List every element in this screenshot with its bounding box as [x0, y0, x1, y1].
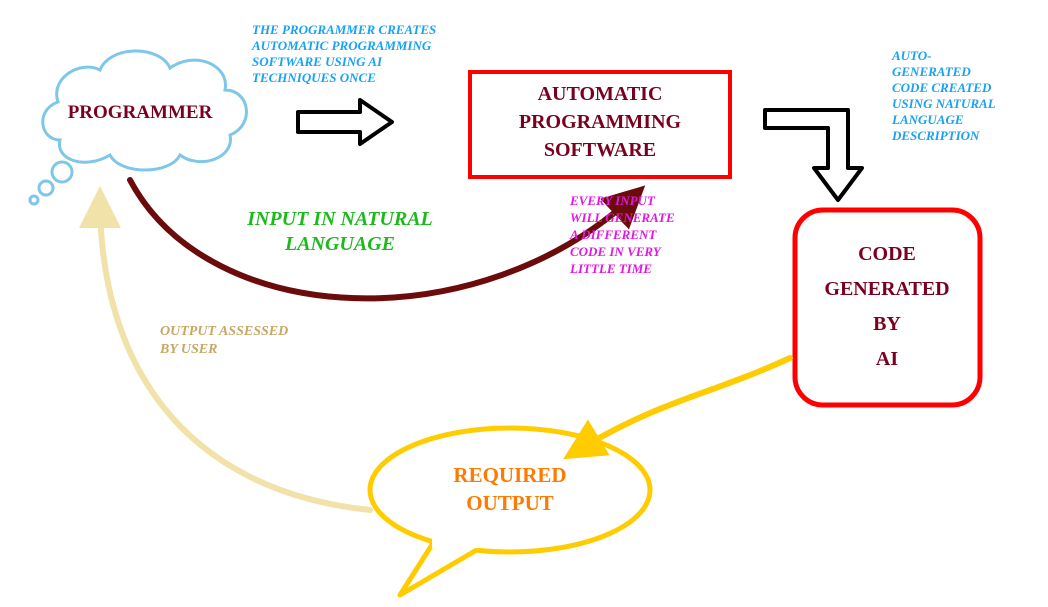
- annot-a4: EVERY INPUT WILL GENERATE A DIFFERENT CO…: [569, 193, 675, 276]
- node-required-output-l1: REQUIRED: [453, 463, 566, 487]
- svg-text:AUTOMATIC PROGRAMMING: AUTOMATIC PROGRAMMING: [251, 38, 432, 53]
- edge-code-to-output: [575, 358, 790, 452]
- svg-text:BY USER: BY USER: [159, 342, 217, 357]
- svg-text:LANGUAGE: LANGUAGE: [891, 112, 964, 127]
- svg-text:USING NATURAL: USING NATURAL: [892, 96, 996, 111]
- node-code-ai-l1: CODE: [858, 243, 916, 265]
- svg-text:OUTPUT ASSESSED: OUTPUT ASSESSED: [160, 324, 288, 339]
- node-aps: AUTOMATIC PROGRAMMING SOFTWARE: [470, 72, 730, 177]
- node-required-output-l2: OUTPUT: [466, 491, 554, 515]
- svg-text:TECHNIQUES ONCE: TECHNIQUES ONCE: [252, 70, 376, 85]
- node-code-ai-l4: AI: [876, 348, 898, 370]
- node-code-ai-l2: GENERATED: [824, 278, 949, 300]
- node-aps-line2: PROGRAMMING: [519, 111, 682, 133]
- annot-a2: AUTO- GENERATED CODE CREATED USING NATUR…: [891, 48, 996, 143]
- node-aps-line3: SOFTWARE: [544, 139, 656, 161]
- node-code-ai: CODE GENERATED BY AI: [795, 210, 980, 405]
- annot-a3: INPUT IN NATURAL LANGUAGE: [246, 208, 433, 255]
- edge-aps-to-code: [765, 110, 862, 200]
- node-required-output: REQUIRED OUTPUT: [370, 428, 650, 595]
- svg-text:LITTLE TIME: LITTLE TIME: [569, 261, 652, 276]
- node-programmer-label: PROGRAMMER: [68, 102, 213, 123]
- edge-prog-to-aps: [298, 100, 392, 144]
- svg-text:THE PROGRAMMER CREATES: THE PROGRAMMER CREATES: [252, 22, 436, 37]
- svg-text:SOFTWARE USING AI: SOFTWARE USING AI: [252, 54, 383, 69]
- svg-text:A DIFFERENT: A DIFFERENT: [569, 227, 657, 242]
- svg-text:GENERATED: GENERATED: [892, 64, 971, 79]
- svg-text:CODE IN VERY: CODE IN VERY: [570, 244, 662, 259]
- node-aps-line1: AUTOMATIC: [538, 83, 663, 105]
- svg-text:CODE CREATED: CODE CREATED: [892, 80, 992, 95]
- svg-text:EVERY INPUT: EVERY INPUT: [569, 193, 656, 208]
- svg-text:DESCRIPTION: DESCRIPTION: [891, 128, 980, 143]
- svg-text:LANGUAGE: LANGUAGE: [284, 233, 395, 255]
- node-code-ai-l3: BY: [873, 313, 901, 335]
- svg-text:WILL GENERATE: WILL GENERATE: [570, 210, 675, 225]
- svg-text:AUTO-: AUTO-: [891, 48, 931, 63]
- node-programmer: PROGRAMMER: [30, 51, 246, 204]
- svg-text:INPUT IN NATURAL: INPUT IN NATURAL: [246, 208, 433, 230]
- annot-a1: THE PROGRAMMER CREATES AUTOMATIC PROGRAM…: [251, 22, 436, 85]
- annot-a5: OUTPUT ASSESSED BY USER: [159, 324, 288, 357]
